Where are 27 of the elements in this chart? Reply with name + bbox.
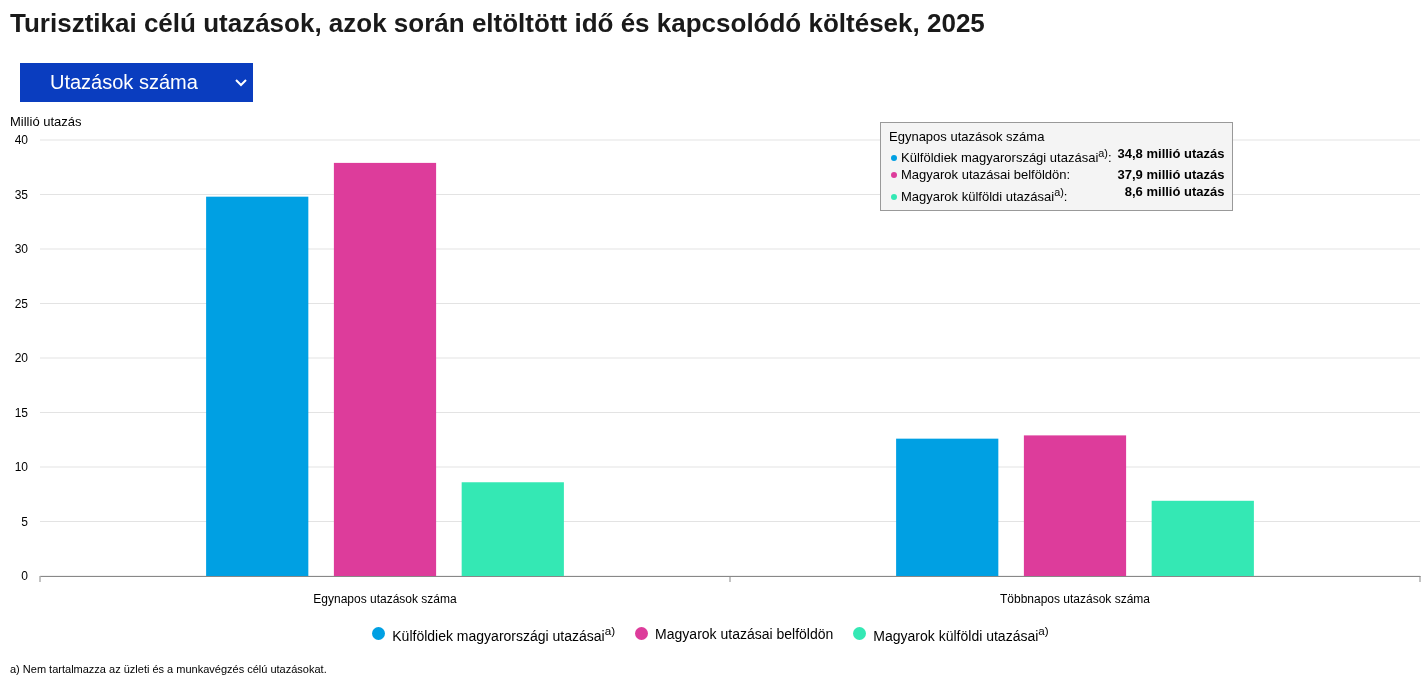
y-tick-label: 20	[14, 351, 29, 366]
y-tick-label: 10	[14, 460, 29, 475]
y-tick-label: 15	[14, 405, 29, 420]
y-tick-label: 40	[14, 133, 29, 148]
bar	[1023, 435, 1127, 576]
bar	[1151, 500, 1254, 576]
text: Magyarok külföldi utazásai$^{a)}$: 8,6 millió utazás	[901, 184, 1225, 204]
text: Magyarok utazásai belföldön: 37,9 millió utazás	[901, 167, 1225, 183]
chart-title: Turisztikai célú utazások, azok során eltöltött idő és kapcsolódó költések, 2025	[10, 8, 985, 39]
bar	[206, 196, 309, 576]
y-tick-label: 25	[14, 296, 29, 311]
annotation: Egynapos utazások száma	[889, 128, 1046, 145]
bar	[333, 162, 437, 576]
y-tick-label: 5	[21, 514, 29, 529]
legend-label: Magyarok külföldi utazásai$^{a)}$	[873, 624, 1049, 644]
x-tick-label: Többnapos utazások száma	[999, 591, 1151, 606]
annotation: Külföldiek magyarországi utazásai$^{a)}$: 34,8 millió utazás	[901, 145, 1225, 167]
bar	[896, 438, 999, 576]
y-axis-title: Millió utazás	[10, 114, 82, 129]
legend-label: Külföldiek magyarországi utazásai$^{a)}$	[392, 624, 616, 644]
legend-label: Magyarok utazásai belföldön	[655, 625, 834, 642]
text: a) Nem tartalmazza az üzleti és a munkavégzés célú utazásokat.	[10, 663, 327, 675]
dropdown: Utazások száma	[20, 63, 253, 102]
bar	[461, 482, 564, 576]
y-tick-label: 35	[14, 187, 29, 202]
y-tick-label: 0	[21, 569, 29, 584]
y-tick-label: 30	[14, 242, 29, 257]
